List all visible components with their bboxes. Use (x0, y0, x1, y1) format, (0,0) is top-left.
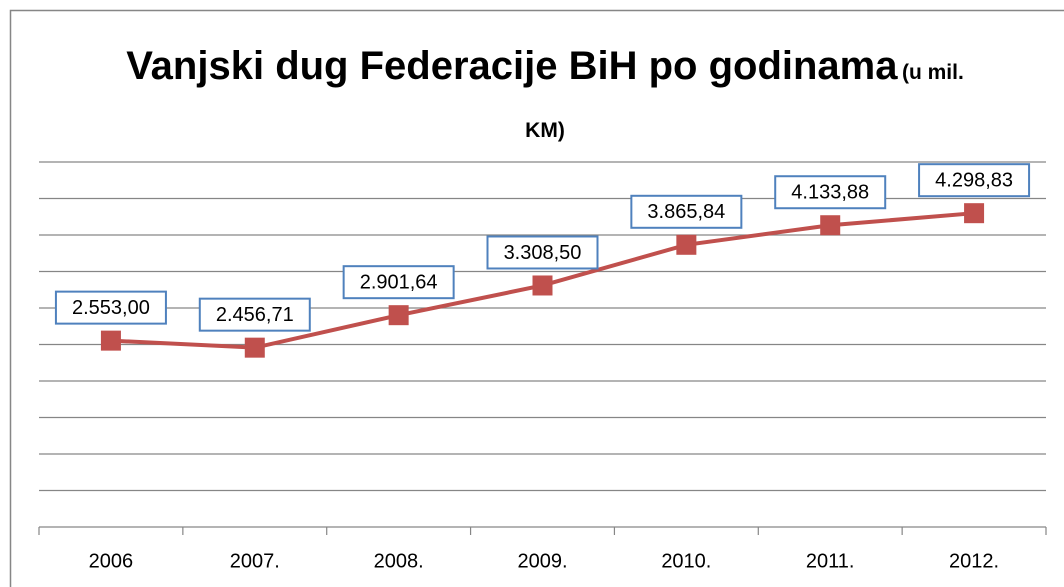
data-label: 3.865,84 (647, 201, 725, 223)
label-box (486, 235, 599, 270)
x-tick-label: 2008. (374, 550, 424, 572)
marker (100, 330, 121, 351)
marker (676, 234, 697, 255)
marker (964, 203, 985, 224)
data-label: 2.456,71 (216, 304, 294, 326)
chart-unit: (u mil. KM) (525, 61, 964, 142)
label-box (774, 175, 887, 210)
marker (820, 215, 841, 236)
x-tick-label: 2011. (806, 550, 855, 572)
chart-title: Vanjski dug Federacije BiH po godinama (126, 44, 898, 88)
x-tick-label: 2009. (517, 550, 567, 572)
data-label: 4.133,88 (791, 182, 869, 204)
marker (532, 275, 553, 296)
label-box (630, 194, 743, 229)
chart-border (9, 9, 1064, 587)
x-tick-label: 2007. (230, 550, 280, 572)
marker (388, 305, 409, 326)
label-box (54, 290, 167, 325)
title-block: Vanjski dug Federacije BiH po godinama (… (110, 38, 980, 161)
x-tick-label: 2012. (949, 550, 999, 572)
data-label: 4.298,83 (935, 169, 1013, 191)
label-box (918, 163, 1031, 198)
x-tick-label: 2006 (89, 550, 134, 572)
x-tick-label: 2010. (661, 550, 711, 572)
marker (244, 337, 265, 358)
data-label: 2.553,00 (72, 297, 150, 319)
label-box (342, 265, 455, 300)
label-box (198, 297, 311, 332)
data-label: 3.308,50 (504, 242, 582, 264)
data-label: 2.901,64 (360, 271, 438, 293)
